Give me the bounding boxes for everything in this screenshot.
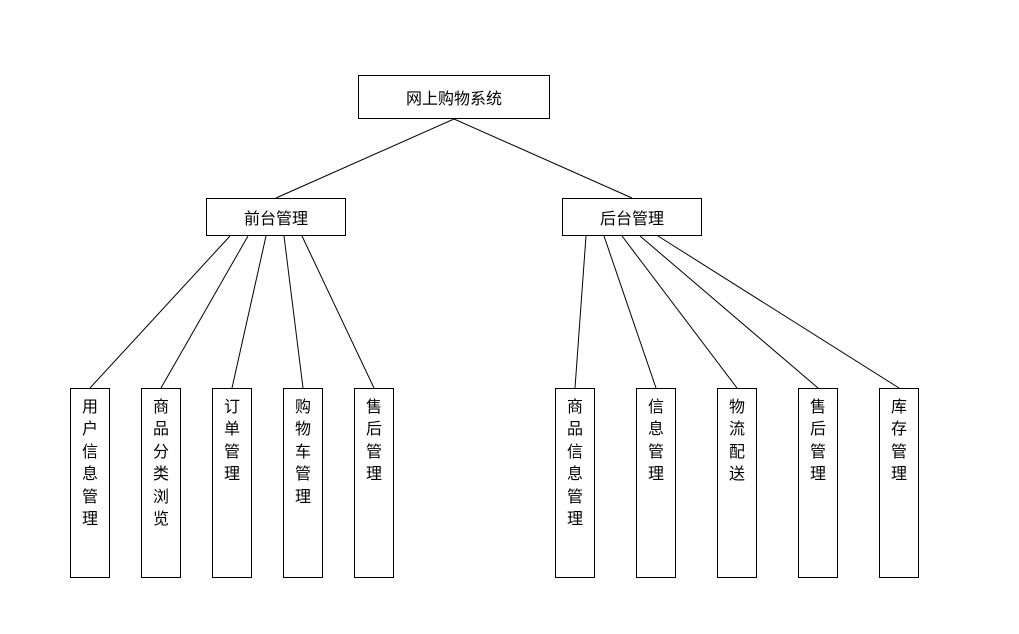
node-char: 管 [556, 487, 594, 509]
edge-front-f2 [161, 236, 248, 388]
node-char: 管 [213, 442, 251, 464]
node-b5: 库存管理 [879, 388, 919, 578]
node-char: 订 [213, 397, 251, 419]
node-char: 库 [880, 397, 918, 419]
node-char: 单 [213, 419, 251, 441]
node-char: 信 [637, 397, 675, 419]
node-char: 管 [355, 442, 393, 464]
node-char: 分 [142, 442, 180, 464]
node-char: 理 [284, 487, 322, 509]
edge-back-b3 [622, 236, 737, 388]
node-char: 品 [142, 419, 180, 441]
node-root: 网上购物系统 [358, 75, 550, 119]
node-char: 理 [71, 509, 109, 531]
node-char: 商 [142, 397, 180, 419]
node-b3: 物流配送 [717, 388, 757, 578]
node-label: 前台管理 [244, 205, 308, 229]
node-char: 浏 [142, 487, 180, 509]
edge-front-f3 [232, 236, 266, 388]
node-char: 户 [71, 419, 109, 441]
node-b1: 商品信息管理 [555, 388, 595, 578]
node-char: 送 [718, 464, 756, 486]
node-char: 购 [284, 397, 322, 419]
node-char: 管 [799, 442, 837, 464]
node-char: 管 [880, 442, 918, 464]
edge-front-f1 [90, 236, 230, 388]
node-front: 前台管理 [206, 198, 346, 236]
node-char: 流 [718, 419, 756, 441]
node-f2: 商品分类浏览 [141, 388, 181, 578]
node-char: 商 [556, 397, 594, 419]
node-b4: 售后管理 [798, 388, 838, 578]
node-char: 信 [556, 442, 594, 464]
node-label: 网上购物系统 [406, 85, 502, 109]
node-f5: 售后管理 [354, 388, 394, 578]
node-f1: 用户信息管理 [70, 388, 110, 578]
edge-back-b2 [604, 236, 656, 388]
node-char: 息 [71, 464, 109, 486]
node-char: 售 [799, 397, 837, 419]
edge-back-b5 [658, 236, 899, 388]
node-char: 息 [556, 464, 594, 486]
node-char: 理 [556, 509, 594, 531]
node-char: 理 [637, 464, 675, 486]
node-char: 存 [880, 419, 918, 441]
node-label: 后台管理 [600, 205, 664, 229]
node-char: 车 [284, 442, 322, 464]
node-back: 后台管理 [562, 198, 702, 236]
node-char: 理 [799, 464, 837, 486]
node-char: 用 [71, 397, 109, 419]
node-char: 理 [213, 464, 251, 486]
node-f4: 购物车管理 [283, 388, 323, 578]
node-char: 管 [637, 442, 675, 464]
edge-back-b4 [640, 236, 818, 388]
node-char: 理 [880, 464, 918, 486]
node-char: 管 [71, 487, 109, 509]
node-char: 管 [284, 464, 322, 486]
edge-root-front [276, 119, 454, 198]
node-f3: 订单管理 [212, 388, 252, 578]
node-char: 理 [355, 464, 393, 486]
edge-front-f4 [284, 236, 303, 388]
node-char: 息 [637, 419, 675, 441]
node-char: 物 [718, 397, 756, 419]
edge-front-f5 [302, 236, 374, 388]
edge-back-b1 [575, 236, 586, 388]
node-char: 类 [142, 464, 180, 486]
node-char: 物 [284, 419, 322, 441]
node-char: 品 [556, 419, 594, 441]
node-b2: 信息管理 [636, 388, 676, 578]
node-char: 配 [718, 442, 756, 464]
node-char: 后 [355, 419, 393, 441]
node-char: 信 [71, 442, 109, 464]
node-char: 售 [355, 397, 393, 419]
edge-root-back [454, 119, 632, 198]
node-char: 览 [142, 509, 180, 531]
node-char: 后 [799, 419, 837, 441]
